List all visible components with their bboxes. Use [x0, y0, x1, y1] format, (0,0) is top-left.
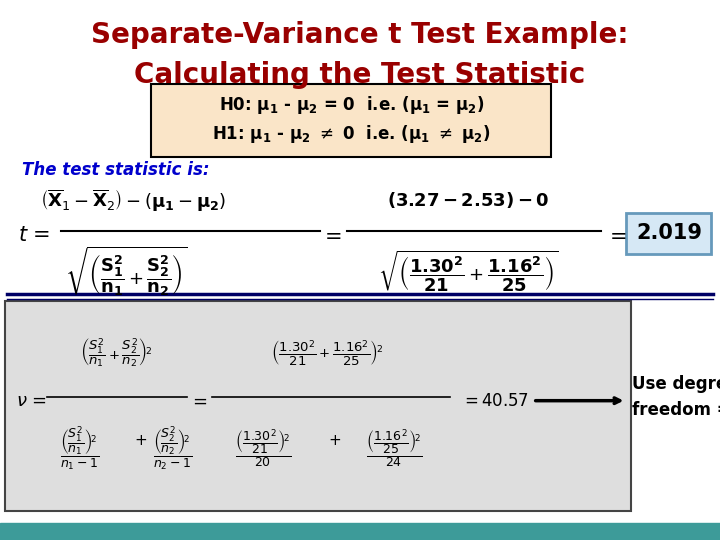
Text: $=$: $=$: [320, 225, 342, 245]
Text: $\dfrac{\left(\dfrac{1.16^2}{25}\right)^{\!2}}{24}$: $\dfrac{\left(\dfrac{1.16^2}{25}\right)^…: [366, 428, 423, 470]
Bar: [0, 523, 720, 540]
Text: $=$: $=$: [605, 225, 626, 245]
Text: $\sqrt{\left(\dfrac{\mathbf{1.30^2}}{\mathbf{21}} + \dfrac{\mathbf{1.16^2}}{\mat: $\sqrt{\left(\dfrac{\mathbf{1.30^2}}{\ma…: [378, 248, 558, 294]
FancyBboxPatch shape: [151, 84, 551, 157]
Text: $t$ =: $t$ =: [18, 225, 50, 245]
Text: Use degrees of: Use degrees of: [632, 375, 720, 394]
Text: $\left(\dfrac{S_1^2}{n_1} + \dfrac{S_2^2}{n_2}\right)^{\!2}$: $\left(\dfrac{S_1^2}{n_1} + \dfrac{S_2^2…: [80, 337, 153, 370]
Text: H1: $\mathbf{\mu_1}$ - $\mathbf{\mu_2}$ $\neq$ 0  i.e. ($\mathbf{\mu_1}$ $\neq$ : H1: $\mathbf{\mu_1}$ - $\mathbf{\mu_2}$ …: [212, 123, 491, 145]
Text: $\dfrac{\left(\dfrac{S_1^2}{n_1}\right)^{\!2}}{n_1 - 1}$: $\dfrac{\left(\dfrac{S_1^2}{n_1}\right)^…: [60, 425, 99, 474]
Text: Calculating the Test Statistic: Calculating the Test Statistic: [135, 60, 585, 89]
Text: $+$: $+$: [328, 433, 341, 448]
Text: $\nu$ =: $\nu$ =: [16, 392, 47, 410]
Text: $\sqrt{\left(\dfrac{\mathbf{S_1^2}}{\mathbf{n_1}} + \dfrac{\mathbf{S_2^2}}{\math: $\sqrt{\left(\dfrac{\mathbf{S_1^2}}{\mat…: [65, 245, 187, 298]
Text: Separate-Variance t Test Example:: Separate-Variance t Test Example:: [91, 21, 629, 49]
Text: $\dfrac{\left(\dfrac{1.30^2}{21}\right)^{\!2}}{20}$: $\dfrac{\left(\dfrac{1.30^2}{21}\right)^…: [235, 428, 291, 470]
Text: $\left(\dfrac{1.30^2}{21} + \dfrac{1.16^2}{25}\right)^{\!2}$: $\left(\dfrac{1.30^2}{21} + \dfrac{1.16^…: [271, 339, 384, 368]
FancyBboxPatch shape: [626, 213, 711, 254]
Text: freedom = 40: freedom = 40: [632, 401, 720, 420]
Text: $= 40.57$: $= 40.57$: [461, 392, 528, 410]
Text: H0: $\mathbf{\mu_1}$ - $\mathbf{\mu_2}$ = 0  i.e. ($\mathbf{\mu_1}$ = $\mathbf{\: H0: $\mathbf{\mu_1}$ - $\mathbf{\mu_2}$ …: [218, 94, 485, 116]
Text: The test statistic is:: The test statistic is:: [22, 161, 209, 179]
Text: $\mathbf{(3.27 - 2.53) - 0}$: $\mathbf{(3.27 - 2.53) - 0}$: [387, 190, 549, 210]
Text: $\left(\overline{\mathbf{X}}_1 - \overline{\mathbf{X}}_2\right) - \left(\mathbf{: $\left(\overline{\mathbf{X}}_1 - \overli…: [40, 187, 226, 213]
Text: $=$: $=$: [189, 392, 207, 410]
Text: $\dfrac{\left(\dfrac{S_2^2}{n_2}\right)^{\!2}}{n_2 - 1}$: $\dfrac{\left(\dfrac{S_2^2}{n_2}\right)^…: [153, 425, 192, 474]
Text: 2.019: 2.019: [636, 223, 702, 244]
FancyBboxPatch shape: [5, 301, 631, 511]
Text: $+$: $+$: [134, 433, 147, 448]
